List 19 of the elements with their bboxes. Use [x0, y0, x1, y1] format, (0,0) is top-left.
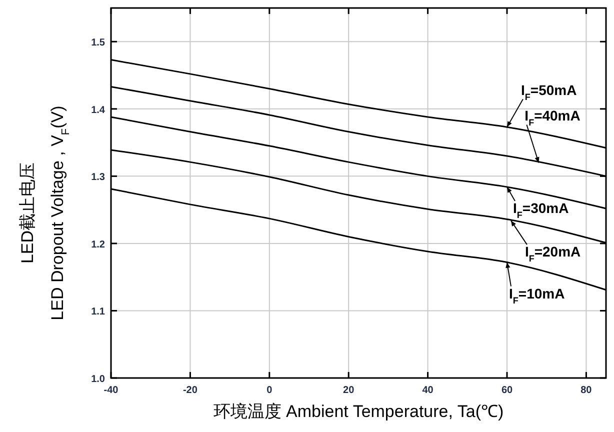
x-tick-label: 0: [266, 385, 273, 396]
x-tick-label: 80: [580, 385, 592, 396]
y-tick-label: 1.3: [91, 172, 106, 184]
y-tick-label: 1.4: [91, 104, 106, 116]
x-tick-label: -40: [104, 385, 119, 396]
x-tick-label: -20: [182, 385, 198, 396]
x-tick-label: 60: [501, 385, 513, 396]
y-tick-label: 1.2: [91, 239, 106, 250]
annotation: I$_{F}$=20mA: [524, 244, 581, 264]
y-tick-label: 1.1: [91, 306, 106, 318]
x-axis-title: 环境温度 Ambient Temperature, Ta(℃): [213, 402, 504, 421]
annotation: I$_{F}$=40mA: [524, 108, 580, 128]
x-tick-label: 40: [422, 385, 434, 396]
annotation: I$_{F}$=30mA: [513, 200, 569, 220]
y-tick-label: 1.5: [91, 38, 106, 49]
y-tick-label: 1.0: [91, 374, 106, 385]
annotation: I$_{F}$=10mA: [509, 285, 565, 306]
x-tick-label: 20: [343, 385, 355, 396]
annotation: I$_{F}$=50mA: [521, 82, 577, 102]
